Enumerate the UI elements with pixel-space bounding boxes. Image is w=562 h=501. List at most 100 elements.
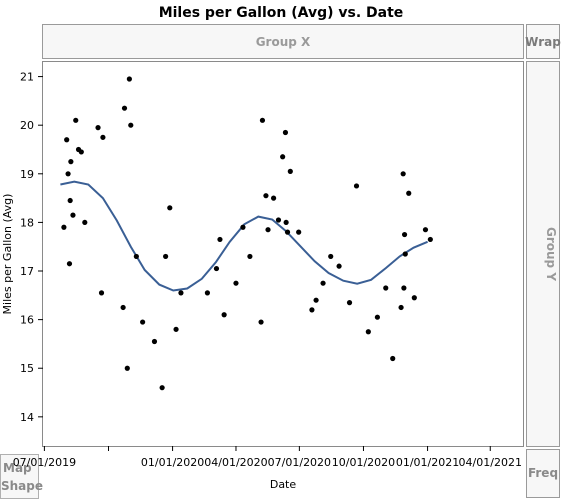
data-point	[64, 137, 70, 143]
y-axis-title: Miles per Gallon (Avg)	[1, 194, 14, 315]
x-axis-title: Date	[270, 478, 297, 491]
data-points	[61, 76, 433, 391]
data-point	[167, 205, 173, 211]
data-point	[82, 219, 88, 226]
data-point	[163, 253, 169, 260]
plot-area[interactable]	[42, 61, 524, 447]
data-point	[390, 355, 396, 362]
data-point	[270, 195, 277, 201]
data-point	[124, 365, 130, 371]
data-point	[280, 154, 286, 160]
x-tick-label: 10/01/2020	[332, 456, 395, 469]
chart-title: Miles per Gallon (Avg) vs. Date	[159, 5, 404, 21]
data-point	[365, 329, 371, 335]
x-tick-label: 04/01/2021	[459, 456, 522, 469]
y-tick-label: 18	[20, 216, 34, 229]
data-point	[159, 385, 165, 391]
data-point	[121, 105, 128, 111]
data-point	[328, 253, 334, 260]
data-point	[265, 227, 271, 233]
shape-label: Shape	[1, 479, 43, 493]
group-y-zone[interactable]: Group Y	[526, 61, 560, 447]
map-shape-zone[interactable]: Map Shape	[0, 454, 44, 499]
x-axis: 07/01/2019 01/01/2020 04/01/2020 07/01/2020…	[13, 446, 522, 469]
data-point	[67, 197, 73, 204]
data-point	[287, 168, 293, 174]
data-point	[401, 231, 408, 238]
group-x-zone[interactable]: Group X	[42, 24, 524, 59]
data-point	[78, 149, 84, 155]
data-point	[61, 224, 67, 230]
data-point	[133, 253, 139, 260]
data-point	[65, 171, 71, 177]
data-point	[213, 265, 220, 272]
data-point	[221, 312, 227, 318]
data-point	[374, 314, 380, 320]
data-point	[282, 129, 289, 136]
data-point	[128, 122, 134, 128]
data-point	[204, 290, 211, 296]
data-point	[95, 125, 101, 131]
group-x-label: Group X	[256, 35, 311, 49]
y-tick-label: 14	[20, 411, 34, 424]
y-tick-label: 16	[20, 314, 34, 327]
x-tick-label: 01/01/2021	[396, 456, 459, 469]
smoother-curve	[60, 180, 428, 292]
data-point	[309, 307, 315, 313]
data-point	[422, 227, 429, 233]
data-point	[173, 326, 179, 332]
data-point	[383, 285, 389, 291]
data-point	[258, 319, 264, 325]
wrap-zone[interactable]: Wrap	[525, 24, 561, 59]
data-point	[70, 212, 76, 218]
y-tick-label: 15	[20, 362, 34, 375]
data-point	[400, 171, 406, 177]
data-point	[275, 217, 282, 223]
data-point	[336, 263, 342, 269]
data-point	[68, 159, 74, 165]
data-point	[427, 236, 433, 243]
data-point	[263, 193, 269, 199]
data-point	[233, 280, 239, 286]
data-point	[283, 219, 289, 226]
freq-zone[interactable]: Freq	[526, 449, 560, 498]
data-point	[178, 290, 184, 296]
freq-label: Freq	[528, 466, 558, 480]
data-point	[398, 304, 404, 311]
data-point	[401, 285, 407, 291]
y-tick-label: 21	[20, 71, 34, 84]
data-point	[73, 117, 79, 123]
data-point	[406, 190, 412, 196]
data-point	[240, 224, 246, 230]
wrap-label: Wrap	[525, 35, 561, 49]
data-point	[126, 76, 132, 82]
data-point	[402, 251, 408, 257]
x-tick-label: 07/01/2020	[268, 456, 331, 469]
data-point	[346, 300, 353, 306]
x-tick-label: 04/01/2020	[204, 456, 267, 469]
y-tick-label: 17	[20, 265, 34, 278]
data-point	[151, 338, 158, 345]
data-point	[320, 280, 326, 286]
data-point	[411, 295, 417, 301]
y-tick-label: 20	[20, 119, 34, 132]
data-point	[313, 297, 319, 303]
data-point	[66, 261, 73, 267]
data-point	[140, 319, 146, 325]
data-point	[217, 236, 223, 243]
data-point	[120, 304, 126, 311]
y-tick-label: 19	[20, 168, 34, 181]
data-point	[284, 229, 291, 235]
group-y-label: Group Y	[544, 227, 558, 281]
data-point	[98, 290, 105, 296]
data-point	[296, 229, 302, 235]
data-point	[353, 183, 360, 189]
data-point	[247, 253, 253, 260]
map-label: Map	[3, 461, 32, 475]
x-tick-label: 01/01/2020	[141, 456, 204, 469]
y-axis: 14 15 16 17 18 19 20 21	[20, 71, 43, 424]
x-tick-label: 07/01/2019	[13, 456, 76, 469]
data-point	[100, 134, 106, 140]
data-point	[259, 117, 266, 123]
